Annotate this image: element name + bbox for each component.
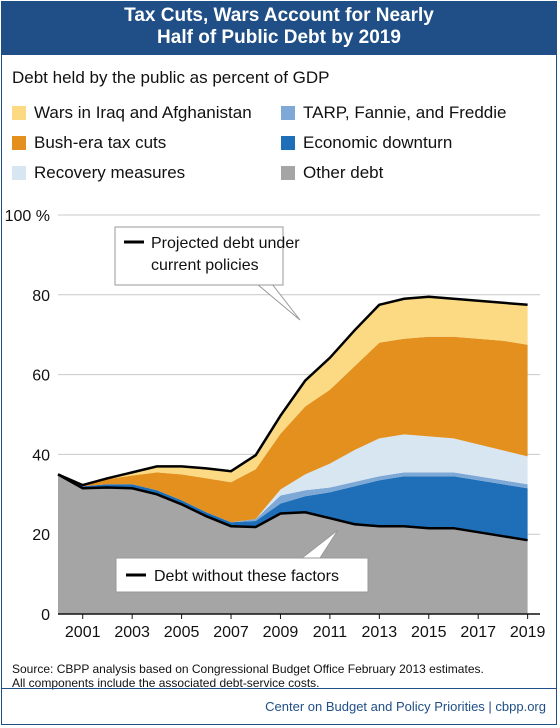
legend-label: Recovery measures — [34, 163, 186, 182]
footer-divider — [2, 688, 556, 689]
legend-recovery: Recovery measures — [12, 163, 185, 183]
legend-swatch — [281, 166, 295, 180]
y-tick-label: 0 — [41, 607, 50, 624]
projected-label-line-2: current policies — [151, 257, 259, 274]
legend-swatch — [12, 136, 26, 150]
legend-swatch — [281, 106, 295, 120]
x-tick-label: 2011 — [313, 624, 348, 641]
y-tick-label: 40 — [32, 447, 50, 464]
y-tick-label: 60 — [32, 368, 50, 385]
projected-label-line-1: Projected debt under — [151, 235, 300, 252]
y-tick-label: 80 — [32, 288, 50, 305]
chart-title-line-1: Tax Cuts, Wars Account for Nearly — [124, 5, 434, 26]
source-line-2: All components include the associated de… — [12, 676, 320, 690]
x-tick-label: 2017 — [460, 624, 496, 641]
x-tick-label: 2009 — [263, 624, 299, 641]
source-note: Source: CBPP analysis based on Congressi… — [12, 662, 484, 690]
legend-label: TARP, Fannie, and Freddie — [303, 103, 507, 122]
legend-tarp: TARP, Fannie, and Freddie — [281, 103, 507, 123]
legend-label: Economic downturn — [303, 133, 453, 152]
without-callout-box — [115, 557, 369, 593]
projected-debt-line — [57, 295, 528, 487]
title-banner: Tax Cuts, Wars Account for Nearly Half o… — [2, 2, 556, 55]
area-tarp-fannie-and-freddie — [58, 472, 528, 523]
legend-label: Bush-era tax cuts — [34, 133, 167, 152]
chart-title-line-2: Half of Public Debt by 2019 — [157, 27, 401, 48]
source-line-1: Source: CBPP analysis based on Congressi… — [12, 662, 484, 676]
legend-wars: Wars in Iraq and Afghanistan — [12, 103, 252, 123]
area-chart: 0 20 40 60 80 100 % 2001 2003 2005 2007 2009 2011 20… — [5, 208, 546, 641]
legend-downturn: Economic downturn — [281, 133, 452, 153]
legend-other: Other debt — [281, 163, 383, 183]
x-tick-label: 2007 — [213, 624, 249, 641]
x-tick-label: 2003 — [114, 624, 150, 641]
area-wars-in-iraq-and-afghanistan — [58, 296, 528, 486]
x-tick-label: 2015 — [411, 624, 447, 641]
x-tick-label: 2019 — [510, 624, 546, 641]
y-tick-label: 100 % — [5, 208, 50, 225]
projected-callout-pointer — [255, 283, 301, 321]
area-economic-downturn — [58, 474, 528, 541]
area-recovery-measures — [58, 434, 528, 523]
footer-credit: Center on Budget and Policy Priorities |… — [265, 699, 546, 714]
debt-without-factors-line — [57, 473, 528, 542]
legend-tax-cuts: Bush-era tax cuts — [12, 133, 166, 153]
legend-label: Wars in Iraq and Afghanistan — [34, 103, 252, 122]
projected-callout-box — [114, 226, 284, 286]
legend-label: Other debt — [303, 163, 384, 182]
x-tick-label: 2001 — [65, 624, 101, 641]
x-tick-label: 2005 — [164, 624, 200, 641]
legend-swatch — [281, 136, 295, 150]
legend-swatch — [12, 166, 26, 180]
chart-subtitle: Debt held by the public as percent of GD… — [12, 68, 330, 87]
without-label: Debt without these factors — [154, 568, 339, 585]
legend-swatch — [12, 106, 26, 120]
y-tick-label: 20 — [32, 527, 50, 544]
x-tick-label: 2013 — [362, 624, 398, 641]
area-bush-era-tax-cuts — [58, 336, 528, 523]
